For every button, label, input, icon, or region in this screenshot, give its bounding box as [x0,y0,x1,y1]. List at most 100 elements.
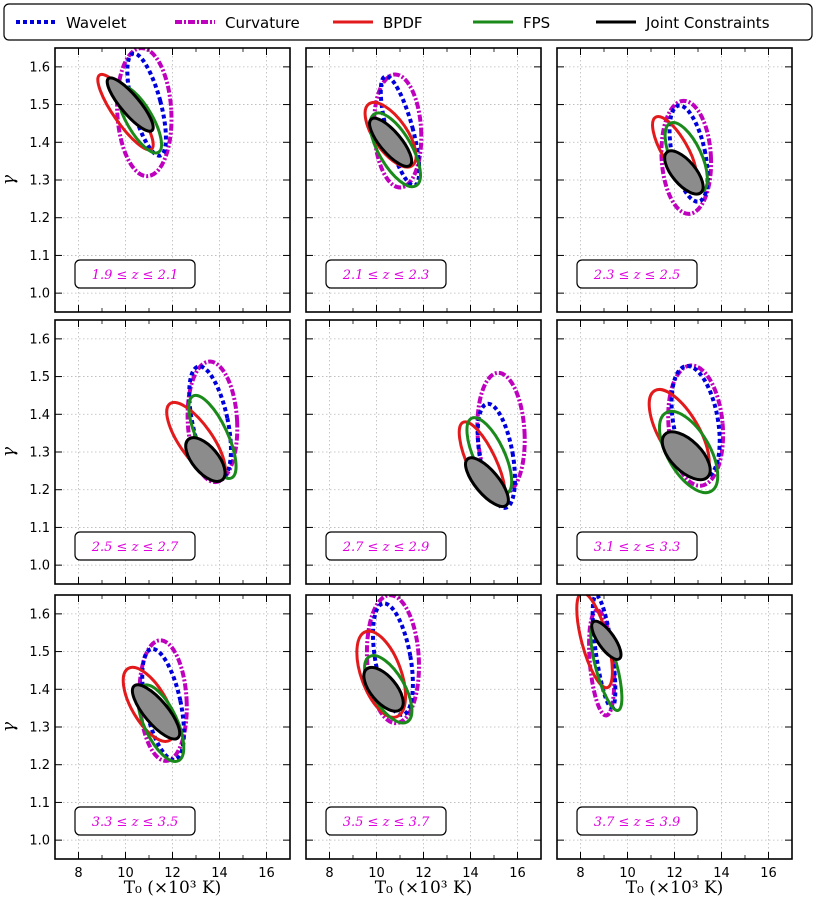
legend: Wavelet Curvature BPDF FPS Joint Constraints [3,3,813,41]
x-axis-label: T₀ (×10³ K) [124,878,222,898]
x-tick-label: 10 [368,866,385,881]
contours [121,638,189,763]
contour-wavelet [140,646,186,762]
redshift-label: 2.7 ≤ z ≤ 2.9 [342,540,430,555]
contour-joint [368,116,414,168]
contour-joint [130,683,182,741]
redshift-label-box [576,806,698,836]
contour-joint [663,149,705,196]
x-tick-label: 16 [258,866,275,881]
x-tick-label: 14 [211,866,228,881]
y-tick-label: 1.5 [29,98,50,113]
x-tick-label: 10 [619,866,636,881]
contours [363,72,424,190]
y-tick-label: 1.2 [29,211,50,226]
contour-curvature [659,98,714,216]
contour-joint [105,76,155,133]
ticks [306,48,541,312]
y-axis-label: γ [0,446,19,457]
x-tick-label: 14 [462,866,479,881]
x-tick-label: 16 [509,866,526,881]
y-tick-label: 1.4 [29,683,50,698]
ticks: 8 10 12 14 16 [306,595,541,881]
x-tick-label: 14 [713,866,730,881]
y-tick-label: 1.2 [29,758,50,773]
redshift-label: 2.1 ≤ z ≤ 2.3 [342,268,430,283]
redshift-label: 3.5 ≤ z ≤ 3.7 [343,815,430,830]
contours [457,370,527,510]
contour-joint [184,436,227,483]
contour-wavelet [187,364,233,480]
ticks [557,320,792,584]
contours [165,359,240,485]
contour-wavelet [371,601,415,717]
y-tick-label: 1.0 [29,834,50,849]
x-tick-label: 16 [760,866,777,881]
ticks [557,48,792,312]
y-tick-label: 1.1 [29,249,50,264]
y-tick-label: 1.0 [29,287,50,302]
panel-9: 8 10 12 14 16 3.7 ≤ z ≤ 3.9 [556,594,793,881]
axis-labels: T₀ (×10³ K) T₀ (×10³ K) T₀ (×10³ K) γ γ γ [0,174,723,898]
redshift-label: 2.3 ≤ z ≤ 2.5 [593,268,681,283]
ticks: 1.0 1.1 1.2 1.3 1.4 1.5 1.6 [29,48,290,312]
redshift-label-box [74,259,196,289]
x-axis-label: T₀ (×10³ K) [626,878,724,898]
x-tick-label: 12 [415,866,432,881]
contour-joint [362,665,405,713]
x-tick-label: 8 [576,866,584,881]
y-tick-label: 1.6 [29,60,50,75]
x-tick-label: 12 [164,866,181,881]
ticks: 8 10 12 14 16 1.0 1.1 1.2 1.3 1.4 1.5 1.6 [29,595,290,881]
contour-wavelet [667,103,710,204]
legend-label-curvature: Curvature [225,14,300,32]
panel-grid: 1.0 1.1 1.2 1.3 1.4 1.5 1.6 1.9 ≤ z ≤ 2.1 2.1 ≤ … [29,47,793,881]
y-tick-label: 1.1 [29,521,50,536]
y-tick-label: 1.2 [29,483,50,498]
redshift-label-box [74,531,196,561]
panel-7: 8 10 12 14 16 1.0 1.1 1.2 1.3 1.4 1.5 1.6 3.3 ≤ z ≤ … [29,594,291,881]
contours [647,363,726,495]
y-tick-label: 1.0 [29,559,50,574]
y-tick-label: 1.6 [29,332,50,347]
y-tick-label: 1.4 [29,136,50,151]
panel-2: 2.1 ≤ z ≤ 2.3 [305,47,542,313]
redshift-label: 3.3 ≤ z ≤ 3.5 [92,815,179,830]
legend-label-bpdf: BPDF [383,14,423,32]
y-tick-label: 1.3 [29,446,50,461]
x-tick-label: 12 [666,866,683,881]
ticks [306,320,541,584]
y-tick-label: 1.4 [29,408,50,423]
redshift-label-box [325,806,447,836]
y-tick-label: 1.3 [29,721,50,736]
x-tick-label: 8 [325,866,333,881]
contour-joint [660,430,712,482]
panel-8: 8 10 12 14 16 3.5 ≤ z ≤ 3.7 [305,594,542,881]
legend-label-joint: Joint Constraints [645,14,770,32]
contour-joint [590,619,623,661]
contours [651,98,714,216]
y-tick-label: 1.5 [29,645,50,660]
y-tick-label: 1.3 [29,174,50,189]
ticks: 8 10 12 14 16 [557,595,792,881]
contour-fps [368,111,422,189]
redshift-label: 3.7 ≤ z ≤ 3.9 [594,815,681,830]
contour-joint [464,456,510,508]
x-tick-label: 10 [117,866,134,881]
panel-1: 1.0 1.1 1.2 1.3 1.4 1.5 1.6 1.9 ≤ z ≤ 2.1 [29,47,291,313]
y-axis-label: γ [0,721,19,732]
redshift-label-box [576,259,698,289]
panel-6: 3.1 ≤ z ≤ 3.3 [556,319,793,585]
contour-wavelet [475,401,517,510]
redshift-label-box [325,259,447,289]
panel-5: 2.7 ≤ z ≤ 2.9 [305,319,542,585]
y-tick-label: 1.6 [29,607,50,622]
redshift-label-box [325,531,447,561]
legend-label-fps: FPS [523,14,550,32]
redshift-label: 3.1 ≤ z ≤ 3.3 [594,540,681,555]
x-tick-label: 8 [74,866,82,881]
contour-curvature [137,638,189,763]
contour-bpdf [355,629,408,719]
x-axis-label: T₀ (×10³ K) [375,878,473,898]
